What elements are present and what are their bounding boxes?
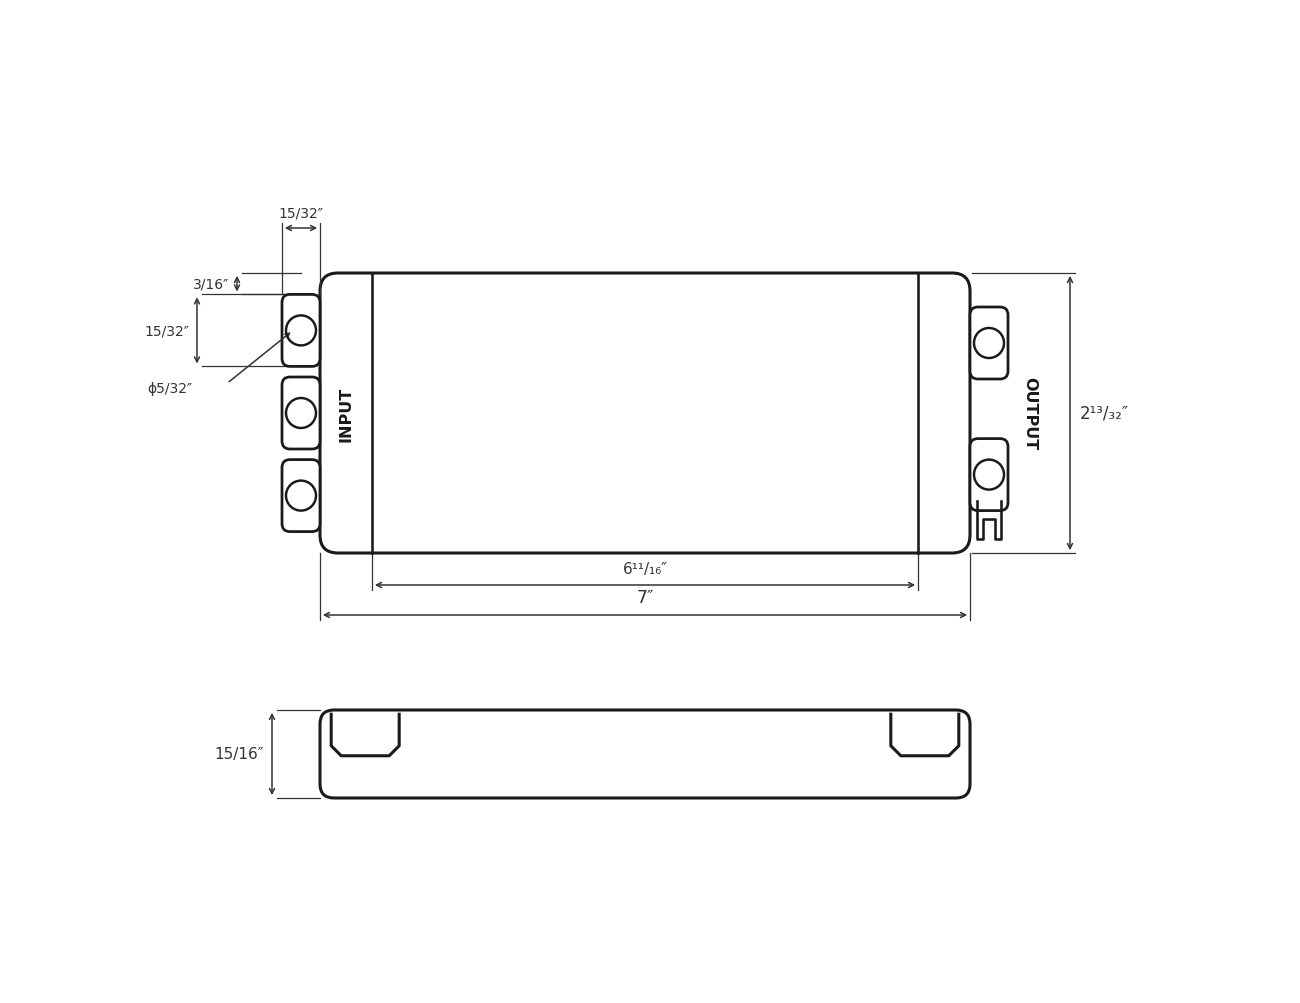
Text: 7″: 7″ xyxy=(636,589,654,607)
FancyBboxPatch shape xyxy=(282,377,320,449)
Text: 3/16″: 3/16″ xyxy=(192,278,229,292)
Text: 15/32″: 15/32″ xyxy=(144,324,188,338)
Text: 15/16″: 15/16″ xyxy=(214,747,264,761)
FancyBboxPatch shape xyxy=(970,308,1008,379)
Text: ϕ5/32″: ϕ5/32″ xyxy=(147,382,192,396)
FancyBboxPatch shape xyxy=(320,274,970,554)
FancyBboxPatch shape xyxy=(320,710,970,798)
FancyBboxPatch shape xyxy=(970,439,1008,512)
Text: INPUT: INPUT xyxy=(338,386,354,441)
Text: OUTPUT: OUTPUT xyxy=(1023,377,1037,450)
Text: 6¹¹/₁₆″: 6¹¹/₁₆″ xyxy=(623,562,667,577)
FancyBboxPatch shape xyxy=(282,460,320,532)
Text: 15/32″: 15/32″ xyxy=(278,207,324,221)
FancyBboxPatch shape xyxy=(282,295,320,367)
Text: 2¹³/₃₂″: 2¹³/₃₂″ xyxy=(1080,404,1130,422)
